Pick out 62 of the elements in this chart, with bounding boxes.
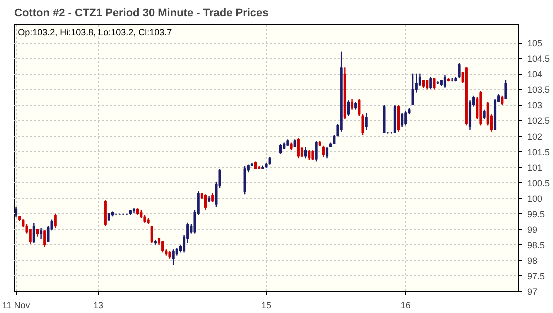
candlestick (297, 138, 300, 160)
annotation: Op:103.2, Hi:103.8, Lo:103.2, Cl:103.7 (18, 28, 172, 38)
candlestick (404, 110, 408, 126)
candlestick (504, 80, 508, 100)
candlestick (476, 96, 479, 120)
y-tick-label: 98 (528, 256, 538, 266)
candlestick (304, 146, 308, 160)
candlestick (54, 213, 57, 230)
y-tick-label: 102 (528, 132, 543, 142)
y-tick-label: 97 (528, 287, 538, 297)
candlestick (280, 144, 282, 155)
candlestick (412, 73, 414, 106)
candlestick (150, 225, 154, 244)
y-tick-label: 101 (528, 162, 543, 173)
y-tick-label: 105 (528, 38, 543, 49)
x-tick-label: 11 Nov (2, 300, 31, 310)
candlestick (483, 109, 486, 120)
candlestick (162, 241, 164, 254)
candlestick (204, 194, 208, 211)
y-tick-label: 100.5 (528, 178, 550, 188)
y-tick-label: 104 (528, 70, 543, 80)
y-tick-label: 98.5 (528, 240, 546, 250)
candlestick (32, 222, 36, 244)
candlestick (401, 112, 404, 128)
candlestick (212, 192, 214, 203)
candlestick (426, 79, 429, 90)
y-tick-label: 103 (528, 100, 543, 111)
candlestick (322, 145, 325, 158)
x-tick-label: 15 (261, 300, 272, 310)
y-tick-label: 103.5 (528, 85, 550, 96)
candlestick (244, 166, 246, 196)
candlestick (29, 228, 32, 245)
candlestick (15, 206, 18, 218)
candlestick (430, 76, 432, 90)
y-tick-label: 104.5 (528, 54, 550, 64)
candlestick (418, 73, 422, 87)
candlestick (458, 62, 461, 80)
candlestick (44, 230, 46, 248)
y-tick-label: 99.5 (528, 209, 546, 220)
candlestick (351, 98, 354, 110)
candlestick (326, 146, 329, 160)
y-tick-label: 97.5 (528, 271, 546, 282)
x-tick-label: 16 (400, 300, 411, 310)
candlestick (365, 112, 368, 131)
x-tick-label: 13 (93, 300, 104, 310)
candlestick (308, 150, 311, 161)
y-tick-label: 101.5 (528, 147, 550, 158)
candlestick (358, 98, 361, 117)
candlestick (347, 100, 350, 117)
y-tick-label: 102.5 (528, 116, 550, 126)
candlestick (40, 228, 43, 240)
candlestick (501, 95, 504, 106)
candlestick (362, 114, 364, 136)
y-tick-label: 99 (528, 224, 538, 235)
candlestick (172, 248, 175, 266)
candlestick (433, 78, 436, 90)
candlestick (397, 104, 400, 133)
chart-title: Cotton #2 - CTZ1 Period 30 Minute - Trade Prices (14, 8, 269, 20)
candlestick (444, 74, 447, 88)
y-tick-label: 100 (528, 194, 543, 204)
candlestick (315, 140, 318, 162)
candlestick (104, 200, 107, 227)
